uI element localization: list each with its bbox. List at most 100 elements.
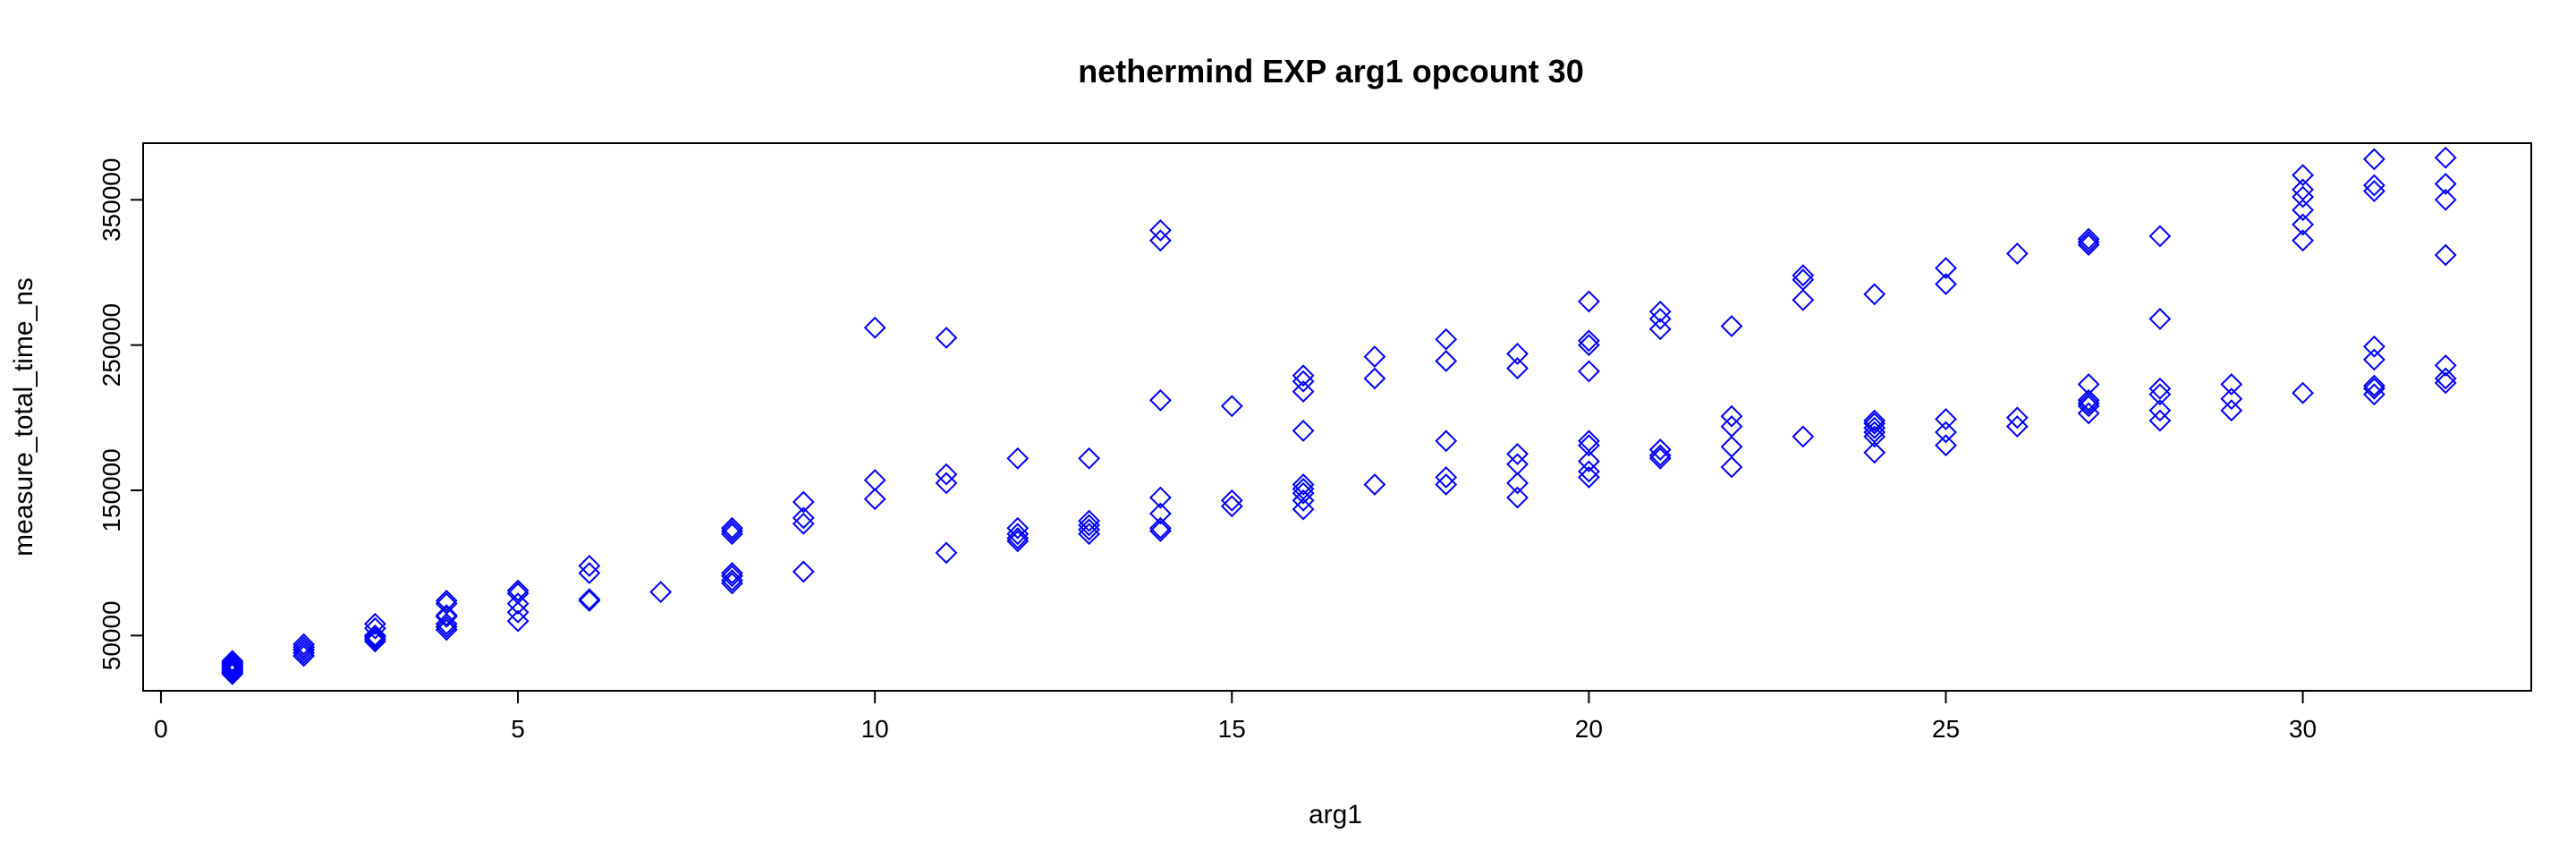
data-point <box>1648 438 1672 461</box>
y-axis: 50000 150000 250000 350000 <box>97 158 144 670</box>
data-point <box>1292 477 1315 500</box>
data-point <box>1363 473 1386 496</box>
data-point <box>2220 373 2243 395</box>
data-point <box>1577 430 1600 453</box>
data-point <box>221 654 244 677</box>
data-point <box>1078 509 1101 532</box>
data-point <box>1435 350 1458 372</box>
data-point <box>1292 473 1315 496</box>
data-point <box>1435 430 1458 453</box>
x-tick-label: 0 <box>154 715 168 743</box>
data-point <box>2148 225 2172 248</box>
x-tick-label: 30 <box>2289 715 2317 743</box>
data-point <box>363 625 386 649</box>
data-point <box>2434 353 2457 377</box>
data-point <box>1506 472 1529 495</box>
data-point <box>221 651 244 674</box>
data-point <box>1506 453 1529 476</box>
data-point <box>721 519 743 542</box>
data-point <box>792 506 815 530</box>
data-points <box>221 146 2457 685</box>
data-point <box>506 592 530 616</box>
data-point <box>2434 367 2457 390</box>
data-point <box>721 516 743 540</box>
data-point <box>863 316 886 339</box>
data-point <box>2005 406 2029 430</box>
data-point <box>935 463 958 486</box>
data-point <box>1220 395 1243 418</box>
data-point <box>1435 465 1458 489</box>
data-point <box>1577 360 1600 383</box>
data-point <box>2292 164 2315 187</box>
data-point <box>1435 327 1458 351</box>
data-point <box>2148 307 2172 330</box>
data-point <box>578 554 601 577</box>
x-tick-label: 10 <box>861 715 889 743</box>
data-point <box>1078 523 1101 546</box>
data-point <box>1148 519 1172 542</box>
data-point <box>1935 421 1957 444</box>
data-point <box>1648 300 1672 323</box>
data-point <box>2148 409 2172 432</box>
data-point <box>2148 399 2172 422</box>
data-point <box>435 589 458 612</box>
data-point <box>1363 345 1386 369</box>
data-point <box>2220 399 2243 422</box>
data-point <box>1577 450 1600 472</box>
data-point <box>1148 486 1172 509</box>
data-point <box>1078 447 1101 470</box>
data-point <box>506 600 530 624</box>
data-point <box>2434 146 2457 169</box>
data-point <box>1506 486 1529 509</box>
data-point <box>2077 373 2100 395</box>
data-point <box>1792 288 1815 311</box>
data-point <box>1506 342 1529 365</box>
data-point <box>2434 371 2457 395</box>
data-point <box>863 469 886 492</box>
data-point <box>1863 425 1886 448</box>
data-point <box>1148 516 1172 540</box>
data-point <box>1863 441 1886 464</box>
data-point <box>2292 229 2315 252</box>
data-point <box>1292 498 1315 521</box>
data-point <box>506 579 530 602</box>
x-axis: 0 5 10 15 20 25 30 <box>154 690 2317 743</box>
data-point <box>363 612 386 635</box>
data-point <box>792 560 815 583</box>
data-point <box>2362 377 2385 400</box>
data-point <box>2148 377 2172 400</box>
x-axis-label: arg1 <box>1309 800 1362 829</box>
data-point <box>2292 199 2315 222</box>
data-point <box>221 650 244 673</box>
data-point <box>1006 527 1030 549</box>
x-tick-label: 20 <box>1575 715 1603 743</box>
data-point <box>1863 409 1886 432</box>
data-point <box>2005 242 2029 265</box>
data-point <box>2077 230 2100 253</box>
data-point <box>1863 412 1886 435</box>
y-tick-label: 350000 <box>97 158 125 242</box>
data-point <box>1292 419 1315 442</box>
data-point <box>1078 514 1101 537</box>
data-point <box>1792 268 1815 292</box>
data-point <box>1577 434 1600 457</box>
data-point <box>1577 334 1600 357</box>
data-point <box>292 633 316 656</box>
data-point <box>1935 273 1957 295</box>
data-point <box>1648 447 1672 470</box>
data-point <box>2434 188 2457 211</box>
data-point <box>1292 380 1315 404</box>
data-point <box>2362 374 2385 397</box>
y-tick-label: 250000 <box>97 303 125 387</box>
data-point <box>2077 388 2100 412</box>
data-point <box>1148 229 1172 252</box>
data-point <box>1577 290 1600 313</box>
data-point <box>506 609 530 633</box>
data-point <box>721 565 743 588</box>
data-point <box>1935 407 1957 430</box>
data-point <box>1148 388 1172 412</box>
y-axis-label: measure_total_time_ns <box>9 277 38 557</box>
data-point <box>1292 481 1315 505</box>
data-point <box>1935 434 1957 457</box>
data-point <box>1863 283 1886 306</box>
